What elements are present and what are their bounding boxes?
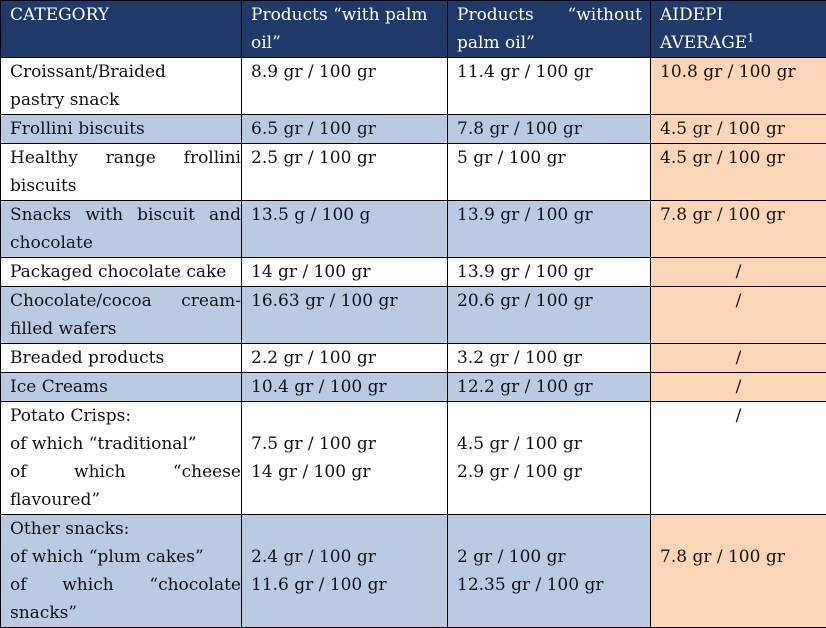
footnote-marker: 1 xyxy=(747,31,754,44)
with-palm-oil-cell: 2.4 gr / 100 gr 11.6 gr / 100 gr xyxy=(242,515,448,628)
aidepi-average-cell: 10.8 gr / 100 gr xyxy=(651,58,826,115)
without-palm-oil-cell: 3.2 gr / 100 gr xyxy=(448,344,651,373)
header-without-palm-oil: Products“without palm oil” xyxy=(448,1,651,58)
with-palm-oil-cell: 6.5 gr / 100 gr xyxy=(242,115,448,144)
with-palm-oil-cell: 13.5 g / 100 g xyxy=(242,201,448,258)
without-palm-oil-cell: 2 gr / 100 gr 12.35 gr / 100 gr xyxy=(448,515,651,628)
without-palm-oil-cell: 13.9 gr / 100 gr xyxy=(448,201,651,258)
category-cell: Snacks with biscuit and chocolate xyxy=(1,201,242,258)
table-row: Breaded products 2.2 gr / 100 gr 3.2 gr … xyxy=(1,344,826,373)
table-row: Frollini biscuits 6.5 gr / 100 gr 7.8 gr… xyxy=(1,115,826,144)
category-cell: Breaded products xyxy=(1,344,242,373)
with-palm-oil-cell: 7.5 gr / 100 gr 14 gr / 100 gr xyxy=(242,402,448,515)
aidepi-average-cell: / xyxy=(651,373,826,402)
table-row: Healthy range frollini biscuits 2.5 gr /… xyxy=(1,144,826,201)
with-palm-oil-cell: 10.4 gr / 100 gr xyxy=(242,373,448,402)
category-cell: Healthy range frollini biscuits xyxy=(1,144,242,201)
table-row: Potato Crisps: of which “traditional” of… xyxy=(1,402,826,515)
table-header-row: CATEGORY Products “with palm oil” Produc… xyxy=(1,1,826,58)
aidepi-average-cell: 7.8 gr / 100 gr xyxy=(651,201,826,258)
without-palm-oil-cell: 12.2 gr / 100 gr xyxy=(448,373,651,402)
aidepi-average-cell: / xyxy=(651,344,826,373)
table-row: Snacks with biscuit and chocolate 13.5 g… xyxy=(1,201,826,258)
category-cell: Potato Crisps: of which “traditional” of… xyxy=(1,402,242,515)
category-cell: Croissant/Braided pastry snack xyxy=(1,58,242,115)
table-row: Packaged chocolate cake 14 gr / 100 gr 1… xyxy=(1,258,826,287)
category-cell: Chocolate/cocoa cream- filled wafers xyxy=(1,287,242,344)
table-row: Other snacks: of which “plum cakes” of w… xyxy=(1,515,826,628)
without-palm-oil-cell: 5 gr / 100 gr xyxy=(448,144,651,201)
with-palm-oil-cell: 2.2 gr / 100 gr xyxy=(242,344,448,373)
aidepi-average-cell: / xyxy=(651,287,826,344)
aidepi-average-cell: 4.5 gr / 100 gr xyxy=(651,115,826,144)
aidepi-average-cell: / xyxy=(651,258,826,287)
with-palm-oil-cell: 8.9 gr / 100 gr xyxy=(242,58,448,115)
category-cell: Packaged chocolate cake xyxy=(1,258,242,287)
category-cell: Ice Creams xyxy=(1,373,242,402)
table-row: Croissant/Braided pastry snack 8.9 gr / … xyxy=(1,58,826,115)
with-palm-oil-cell: 2.5 gr / 100 gr xyxy=(242,144,448,201)
with-palm-oil-cell: 14 gr / 100 gr xyxy=(242,258,448,287)
without-palm-oil-cell: 11.4 gr / 100 gr xyxy=(448,58,651,115)
header-aidepi-average: AIDEPI AVERAGE1 xyxy=(651,1,826,58)
aidepi-average-cell: 7.8 gr / 100 gr xyxy=(651,515,826,628)
category-cell: Frollini biscuits xyxy=(1,115,242,144)
category-cell: Other snacks: of which “plum cakes” of w… xyxy=(1,515,242,628)
table-row: Ice Creams 10.4 gr / 100 gr 12.2 gr / 10… xyxy=(1,373,826,402)
without-palm-oil-cell: 7.8 gr / 100 gr xyxy=(448,115,651,144)
without-palm-oil-cell: 4.5 gr / 100 gr 2.9 gr / 100 gr xyxy=(448,402,651,515)
without-palm-oil-cell: 13.9 gr / 100 gr xyxy=(448,258,651,287)
without-palm-oil-cell: 20.6 gr / 100 gr xyxy=(448,287,651,344)
header-with-palm-oil: Products “with palm oil” xyxy=(242,1,448,58)
with-palm-oil-cell: 16.63 gr / 100 gr xyxy=(242,287,448,344)
table-row: Chocolate/cocoa cream- filled wafers 16.… xyxy=(1,287,826,344)
header-category: CATEGORY xyxy=(1,1,242,58)
aidepi-average-cell: 4.5 gr / 100 gr xyxy=(651,144,826,201)
aidepi-average-cell: / xyxy=(651,402,826,515)
